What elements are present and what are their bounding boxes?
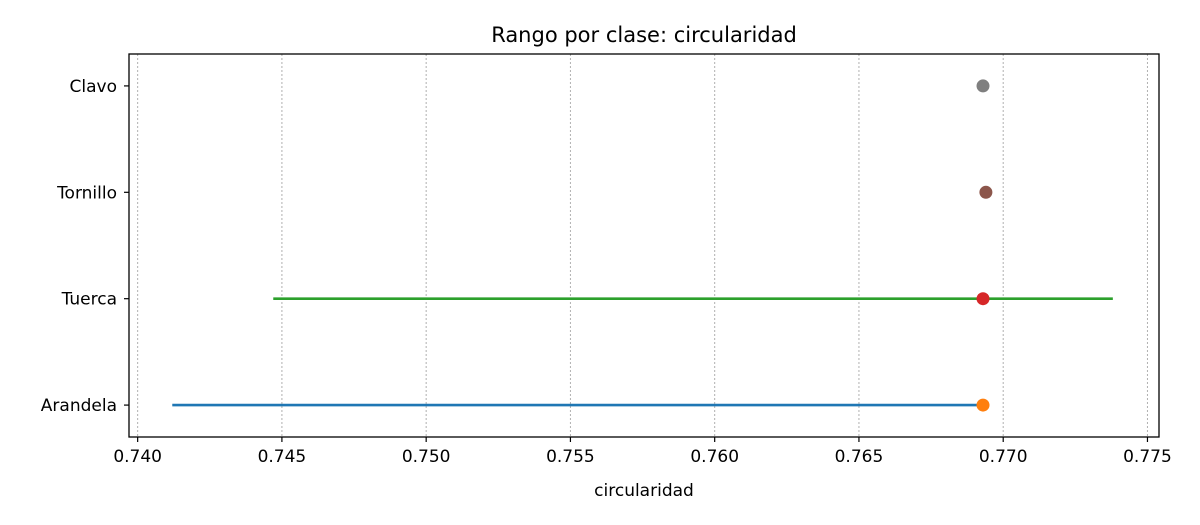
x-tick-label: 0.770	[979, 447, 1028, 467]
x-axis-ticks: 0.740 0.745 0.750 0.755 0.760 0.765 0.770 0.775	[113, 437, 1172, 467]
range-point	[976, 79, 990, 93]
x-tick-label: 0.760	[690, 447, 739, 467]
y-tick-label: Tornillo	[56, 183, 117, 203]
range-point	[976, 292, 990, 306]
x-tick-label: 0.745	[258, 447, 307, 467]
y-tick-label: Clavo	[70, 77, 117, 97]
range-point	[976, 398, 990, 412]
range-marks	[172, 79, 1113, 412]
y-tick-label: Tuerca	[61, 290, 117, 310]
x-tick-label: 0.755	[546, 447, 595, 467]
range-point	[979, 185, 993, 199]
x-tick-label: 0.750	[402, 447, 451, 467]
chart-title: Rango por clase: circularidad	[491, 23, 797, 47]
x-tick-label: 0.740	[113, 447, 162, 467]
plot-frame	[128, 53, 1160, 438]
x-axis-label: circularidad	[594, 481, 694, 501]
y-tick-label: Arandela	[41, 396, 117, 416]
x-tick-label: 0.775	[1123, 447, 1172, 467]
y-axis-ticks: Arandela Tuerca Tornillo Clavo	[41, 77, 129, 416]
x-tick-label: 0.765	[835, 447, 884, 467]
